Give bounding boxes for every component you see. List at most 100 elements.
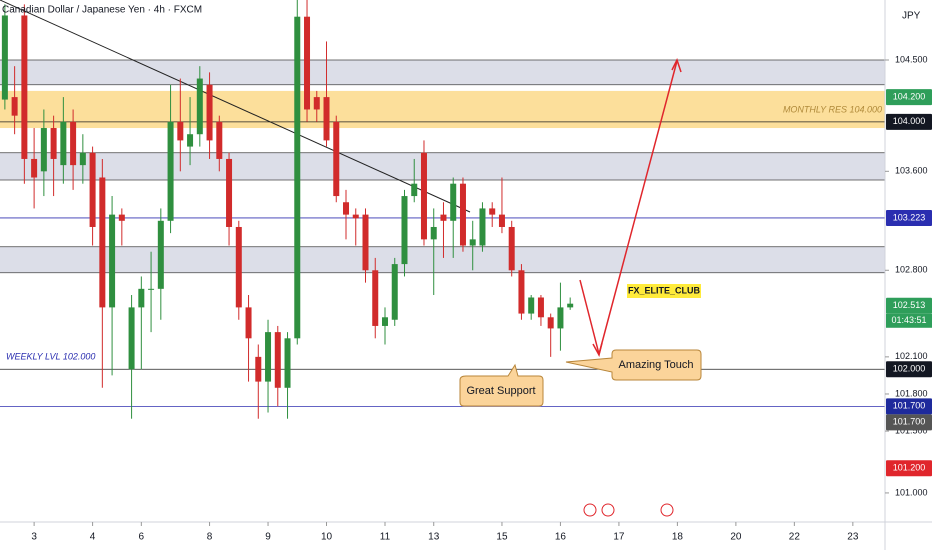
event-icon [583,503,597,517]
candle-body [196,78,203,135]
price-tag-label: 104.000 [893,116,926,126]
candle-body [99,177,106,308]
price-tag [886,209,932,226]
candle-body [157,220,164,289]
countdown-box [886,313,932,328]
price-tag [886,460,932,477]
y-tick-label: 103.600 [895,166,928,176]
candle-body [235,226,242,308]
price-tag [886,113,932,130]
candle-body [40,128,47,172]
event-icons [583,503,674,517]
candle-body [167,121,174,221]
candle-body [450,183,457,221]
y-tick-label: 102.100 [895,351,928,361]
candle-body [128,307,135,370]
x-tick-label: 22 [789,532,801,543]
candle-body [333,121,340,197]
touch-callout [565,349,702,381]
candle-body [60,121,67,166]
candle-body [469,239,476,246]
candle-body [518,270,525,314]
candle-body [372,270,379,326]
candle-body [323,97,330,141]
candle-body [557,307,564,329]
candle-body [508,226,515,271]
candle-body [343,202,350,215]
candle-body [274,332,281,388]
candle-body [479,208,486,246]
x-tick-label: 6 [139,532,145,543]
price-tag [886,297,932,314]
club-box [627,284,701,298]
arrow-head [671,58,682,73]
x-tick-label: 20 [730,532,742,543]
candle-body [118,214,125,221]
support-label: Great Support [466,385,535,397]
axes: 104.500 103.600 102.800 102.100 101.800 101.5… [31,54,932,543]
chart-title: Canadian Dollar / Japanese Yen · 4h · FX… [2,5,202,16]
x-tick-label: 13 [428,532,440,543]
arrow-down [579,279,600,355]
candle-body [148,288,155,290]
x-tick-label: 15 [496,532,508,543]
candle-body [304,16,311,110]
candle-body [294,16,301,339]
candles [1,0,574,419]
x-tick-label: 3 [31,532,37,543]
candle-body [381,317,388,326]
x-tick-label: 17 [613,532,625,543]
event-icon [601,503,615,517]
candle-body [528,297,535,314]
candle-body [11,97,18,116]
x-tick-label: 10 [321,532,333,543]
y-tick-label: 101.800 [895,388,928,398]
candle-body [206,84,213,141]
candle-body [138,288,145,308]
zone [0,90,885,129]
weekly-label: WEEKLY LVL 102.000 [6,351,95,361]
event-icon [660,503,674,517]
x-tick-label: 9 [265,532,271,543]
candle-body [411,183,418,197]
price-tag-label: 101.200 [893,463,926,473]
arrows [579,58,682,358]
trend-line [0,0,471,213]
y-tick-label: 101.000 [895,487,928,497]
price-tag-label: 104.200 [893,91,926,101]
price-tag-label: 101.700 [893,401,926,411]
y-tick-label: 104.500 [895,54,928,64]
x-tick-label: 16 [555,532,567,543]
price-tag-label: 101.700 [893,417,926,427]
candle-body [21,15,28,159]
price-tag [886,414,932,431]
x-tick-label: 4 [90,532,96,543]
candle-body [489,208,496,215]
candle-body [265,332,272,382]
zone [0,152,885,180]
candle-body [177,121,184,141]
candle-body [430,226,437,240]
candle-body [362,214,369,271]
candle-body [109,214,116,308]
monthly-label: MONTHLY RES 104.000 [783,104,882,114]
zone [0,246,885,273]
candle-body [440,214,447,221]
candle-body [245,307,252,339]
price-tag-label: 102.513 [893,300,926,310]
candle-body [352,214,359,219]
candle-body [401,196,408,265]
x-tick-label: 8 [207,532,213,543]
arrow-up [598,60,678,355]
candle-body [537,297,544,318]
price-tag-label: 103.223 [893,212,926,222]
price-tag [886,398,932,415]
x-tick-label: 11 [380,532,391,543]
zone [0,59,885,85]
y-tick-label: 102.800 [895,265,928,275]
candle-body [567,303,574,308]
candle-body [459,183,466,246]
club-label: FX_ELITE_CLUB [628,285,701,295]
touch-label: Amazing Touch [618,359,693,371]
